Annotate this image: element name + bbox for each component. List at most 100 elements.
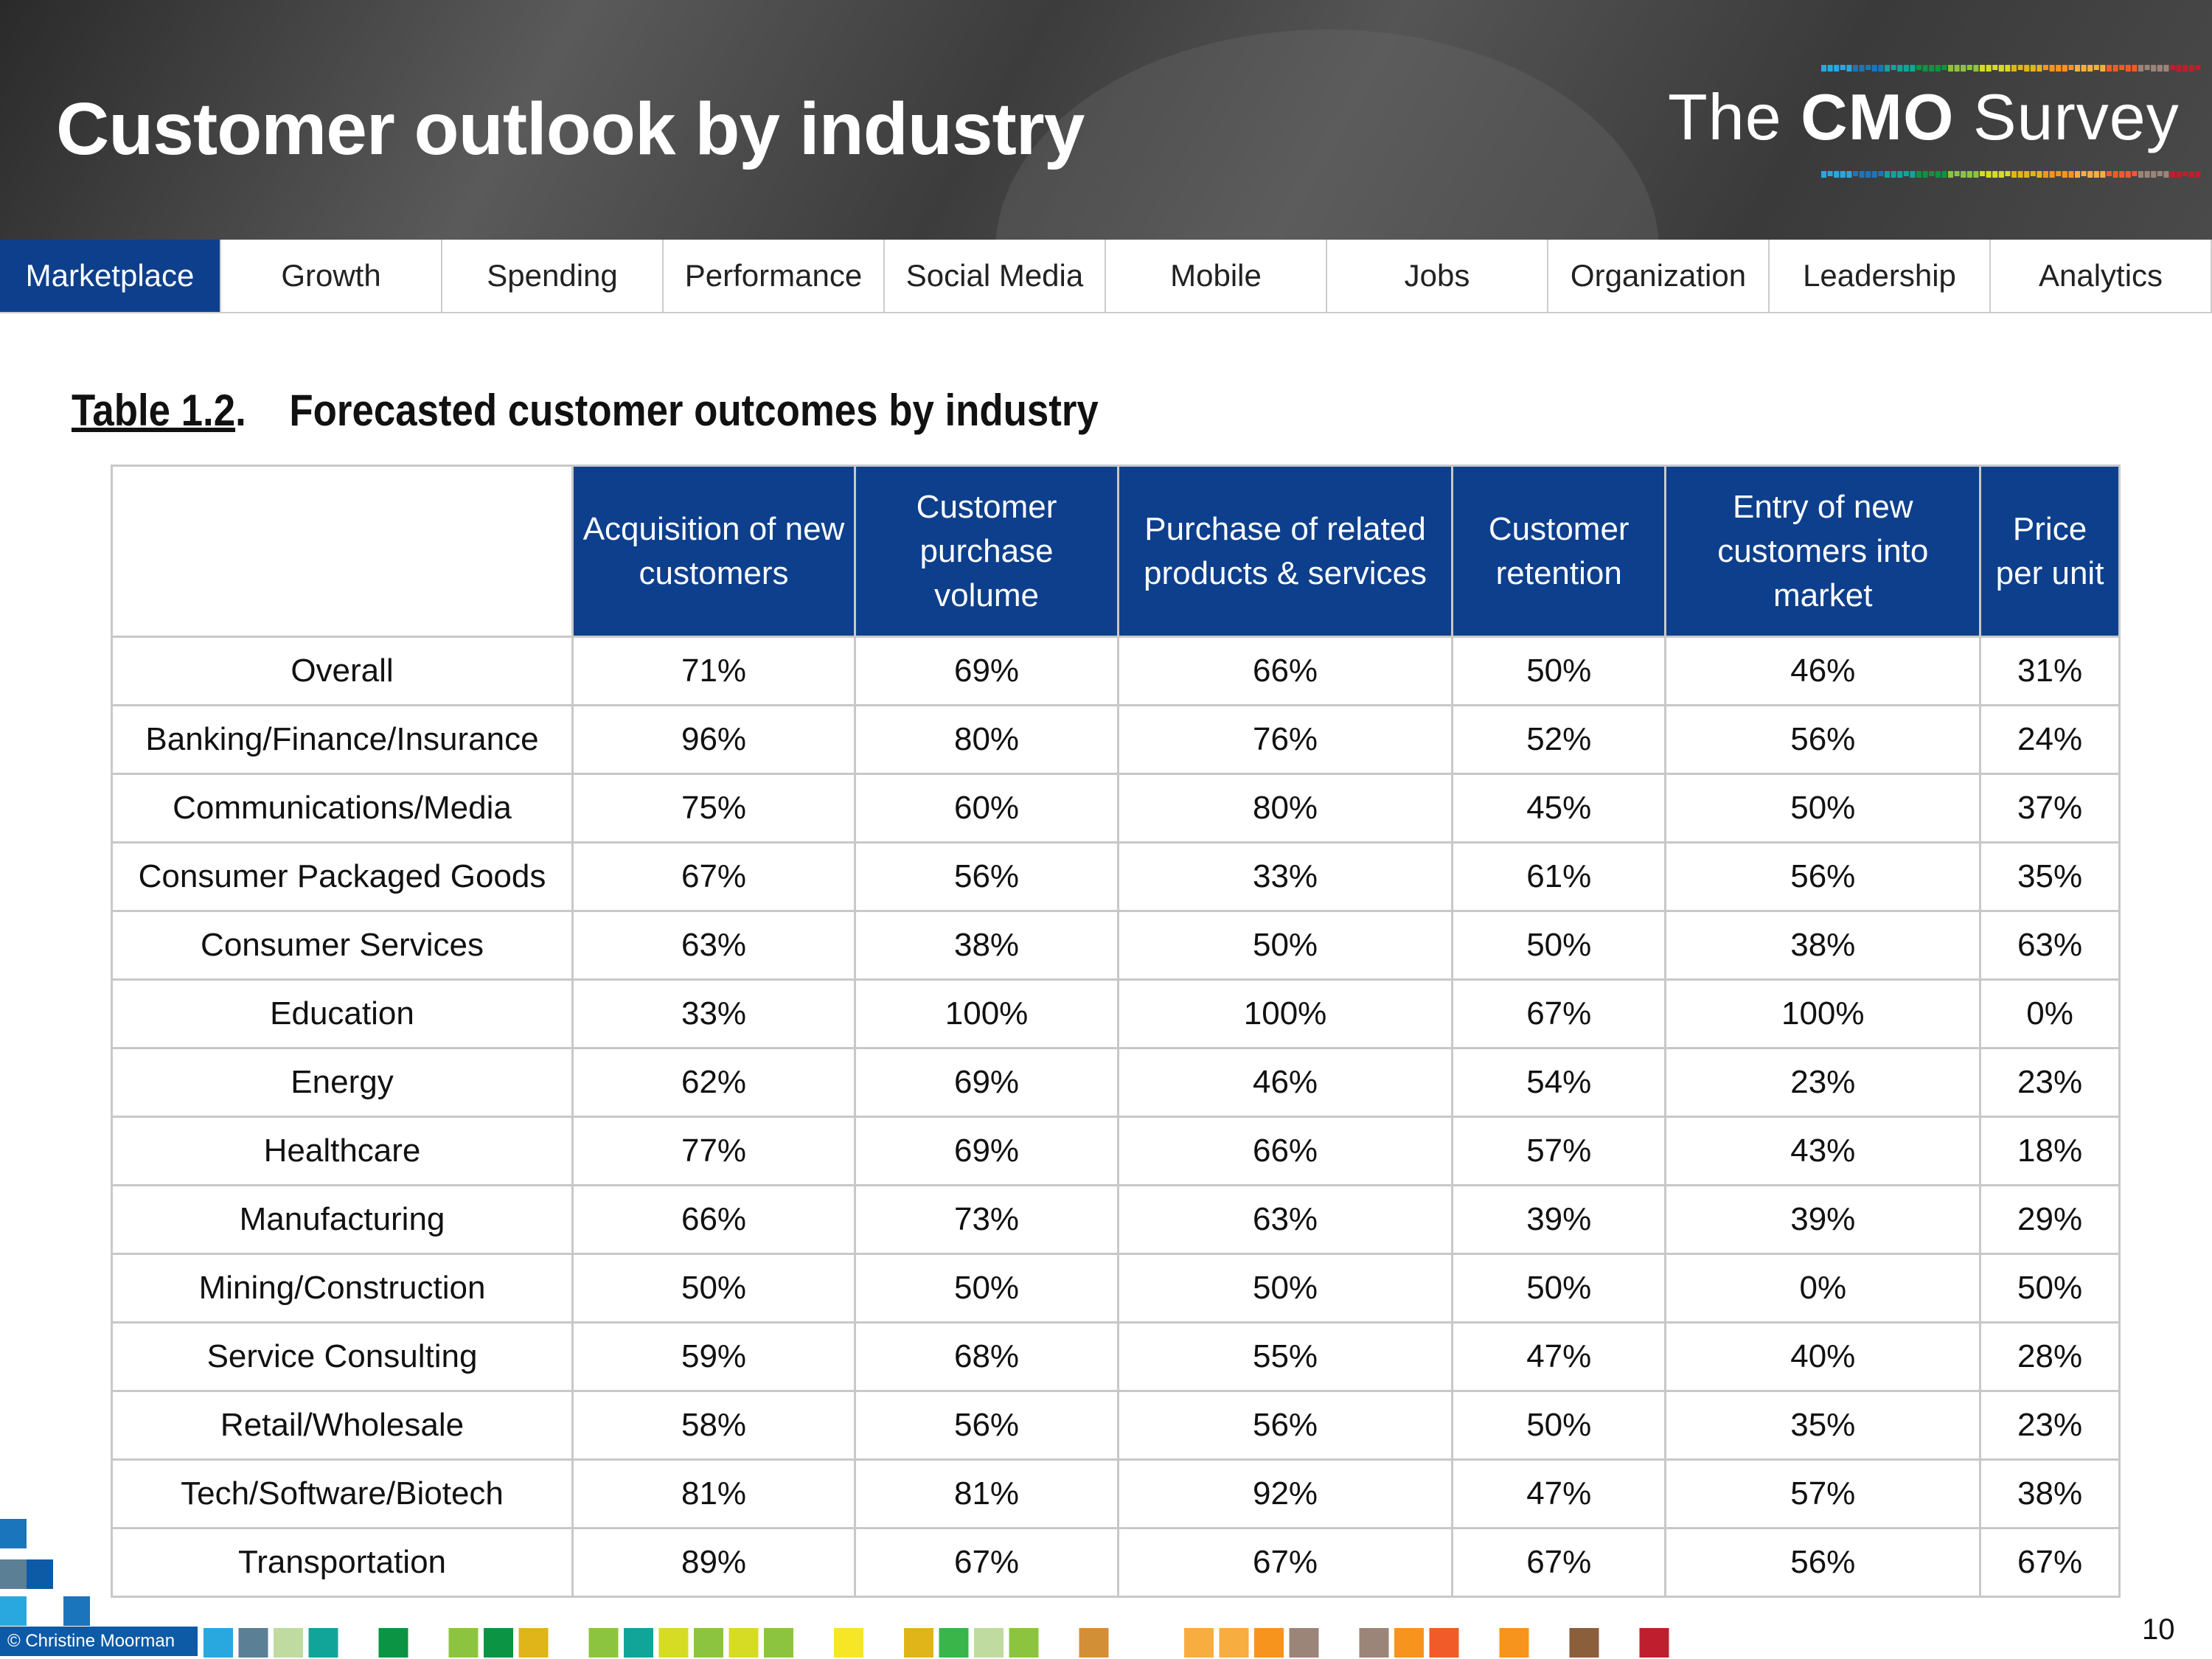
logo-pixel: [2119, 173, 2125, 178]
logo-pixel: [2093, 65, 2099, 70]
logo-pixel: [1935, 173, 1941, 178]
logo-pixel: [2170, 65, 2175, 70]
logo-pixel: [2100, 173, 2106, 178]
logo-pixel: [1865, 65, 1871, 70]
logo-pixel: [1885, 173, 1890, 178]
column-header: Purchase of related products & services: [1117, 465, 1454, 638]
logo-pixel: [1853, 171, 1858, 176]
value-cell: 46%: [1664, 636, 1982, 706]
logo-pixel: [1929, 66, 1935, 72]
table-row: Banking/Finance/Insurance 96% 80% 76% 52% 56%…: [111, 704, 2121, 775]
nav-tabs: Marketplace Growth Spending Performance Soci…: [0, 240, 2212, 313]
decor-square: [448, 1628, 479, 1658]
value-cell: 66%: [1117, 1116, 1454, 1186]
value-cell: 28%: [1979, 1321, 2121, 1392]
decor-square: [1219, 1628, 1249, 1658]
value-cell: 56%: [1664, 704, 1982, 775]
value-cell: 61%: [1451, 841, 1667, 912]
tab-performance[interactable]: Performance: [664, 240, 885, 312]
value-cell: 67%: [1451, 1527, 1667, 1598]
logo-pixel: [2087, 173, 2093, 178]
logo-pixel: [2163, 173, 2169, 178]
industry-cell: Service Consulting: [111, 1321, 574, 1392]
logo-pixel: [1973, 173, 1979, 178]
value-cell: 38%: [1664, 910, 1982, 981]
tab-organization[interactable]: Organization: [1548, 240, 1770, 312]
value-cell: 81%: [854, 1458, 1120, 1529]
value-cell: 66%: [1117, 636, 1454, 706]
logo-pixel: [2112, 66, 2118, 72]
tab-analytics[interactable]: Analytics: [1991, 240, 2212, 312]
column-header: Acquisition of new customers: [571, 465, 857, 638]
tab-mobile[interactable]: Mobile: [1106, 240, 1327, 312]
value-cell: 96%: [571, 704, 857, 775]
logo-pixel: [1966, 173, 1972, 178]
logo-pixel: [1840, 65, 1846, 70]
value-cell: 50%: [1117, 1253, 1454, 1324]
value-cell: 56%: [854, 1390, 1120, 1461]
page-number: 10: [2142, 1613, 2175, 1646]
industry-cell: Consumer Services: [111, 910, 574, 981]
value-cell: 63%: [1979, 910, 2121, 981]
logo-pixel: [1941, 65, 1947, 70]
value-cell: 62%: [571, 1047, 857, 1118]
decor-square: [1359, 1628, 1389, 1658]
value-cell: 50%: [1451, 910, 1667, 981]
logo-pixel: [1903, 171, 1909, 176]
logo-pixel: [1922, 66, 1928, 72]
logo-pixel: [1948, 66, 1953, 72]
logo-pixel: [2112, 173, 2118, 178]
logo-pixel: [2005, 171, 2011, 176]
decor-square: [1254, 1628, 1284, 1658]
table-row: Retail/Wholesale 58% 56% 56% 50% 35% 23%: [111, 1390, 2121, 1461]
logo-pixel: [2049, 66, 2055, 72]
logo-pixel: [2170, 173, 2175, 178]
logo-pixel: [2049, 173, 2055, 178]
industry-cell: Manufacturing: [111, 1184, 574, 1255]
tab-leadership[interactable]: Leadership: [1770, 240, 1991, 312]
industry-cell: Overall: [111, 636, 574, 706]
logo-pixel: [2024, 173, 2030, 178]
header-blank-cell: [111, 465, 574, 638]
logo-pixel: [2011, 173, 2017, 178]
value-cell: 50%: [571, 1253, 857, 1324]
value-cell: 55%: [1117, 1321, 1454, 1392]
logo-pixel: [1954, 171, 1960, 176]
logo-pixel: [2163, 66, 2169, 72]
logo-pixel: [1973, 66, 1979, 72]
decor-square: [0, 1519, 27, 1548]
value-cell: 57%: [1664, 1458, 1982, 1529]
logo-pixel: [1871, 173, 1877, 178]
logo-pixel: [2176, 173, 2182, 178]
value-cell: 89%: [571, 1527, 857, 1598]
logo-pixel: [1998, 173, 2004, 178]
value-cell: 33%: [1117, 841, 1454, 912]
logo-pixel: [2183, 66, 2188, 72]
value-cell: 37%: [1979, 773, 2121, 844]
value-cell: 63%: [1117, 1184, 1454, 1255]
logo-pixel: [2151, 66, 2157, 72]
value-cell: 54%: [1451, 1047, 1667, 1118]
logo-pixel: [2030, 66, 2036, 72]
value-cell: 92%: [1117, 1458, 1454, 1529]
tab-jobs[interactable]: Jobs: [1327, 240, 1548, 312]
value-cell: 35%: [1664, 1390, 1982, 1461]
table-row: Overall 71% 69% 66% 50% 46% 31%: [111, 636, 2121, 706]
tab-marketplace[interactable]: Marketplace: [0, 240, 221, 312]
value-cell: 100%: [1664, 978, 1982, 1049]
tab-social-media[interactable]: Social Media: [885, 240, 1106, 312]
value-cell: 60%: [854, 773, 1120, 844]
header-banner: Customer outlook by industry The CMO Sur…: [0, 0, 2212, 240]
table-row: Service Consulting 59% 68% 55% 47% 40% 28%: [111, 1321, 2121, 1392]
decor-square: [1499, 1628, 1529, 1658]
logo-pixel: [2075, 173, 2080, 178]
outcomes-table: Acquisition of new customers Customer pur…: [111, 465, 2121, 1598]
tab-spending[interactable]: Spending: [442, 240, 664, 312]
cmo-survey-logo: The CMO Survey: [1668, 80, 2180, 153]
logo-pixel: [2056, 66, 2062, 72]
logo-pixel: [1986, 66, 1992, 72]
decor-square: [1429, 1628, 1459, 1658]
decor-square: [1009, 1628, 1039, 1658]
logo-pixel: [1827, 171, 1833, 176]
tab-growth[interactable]: Growth: [221, 240, 442, 312]
